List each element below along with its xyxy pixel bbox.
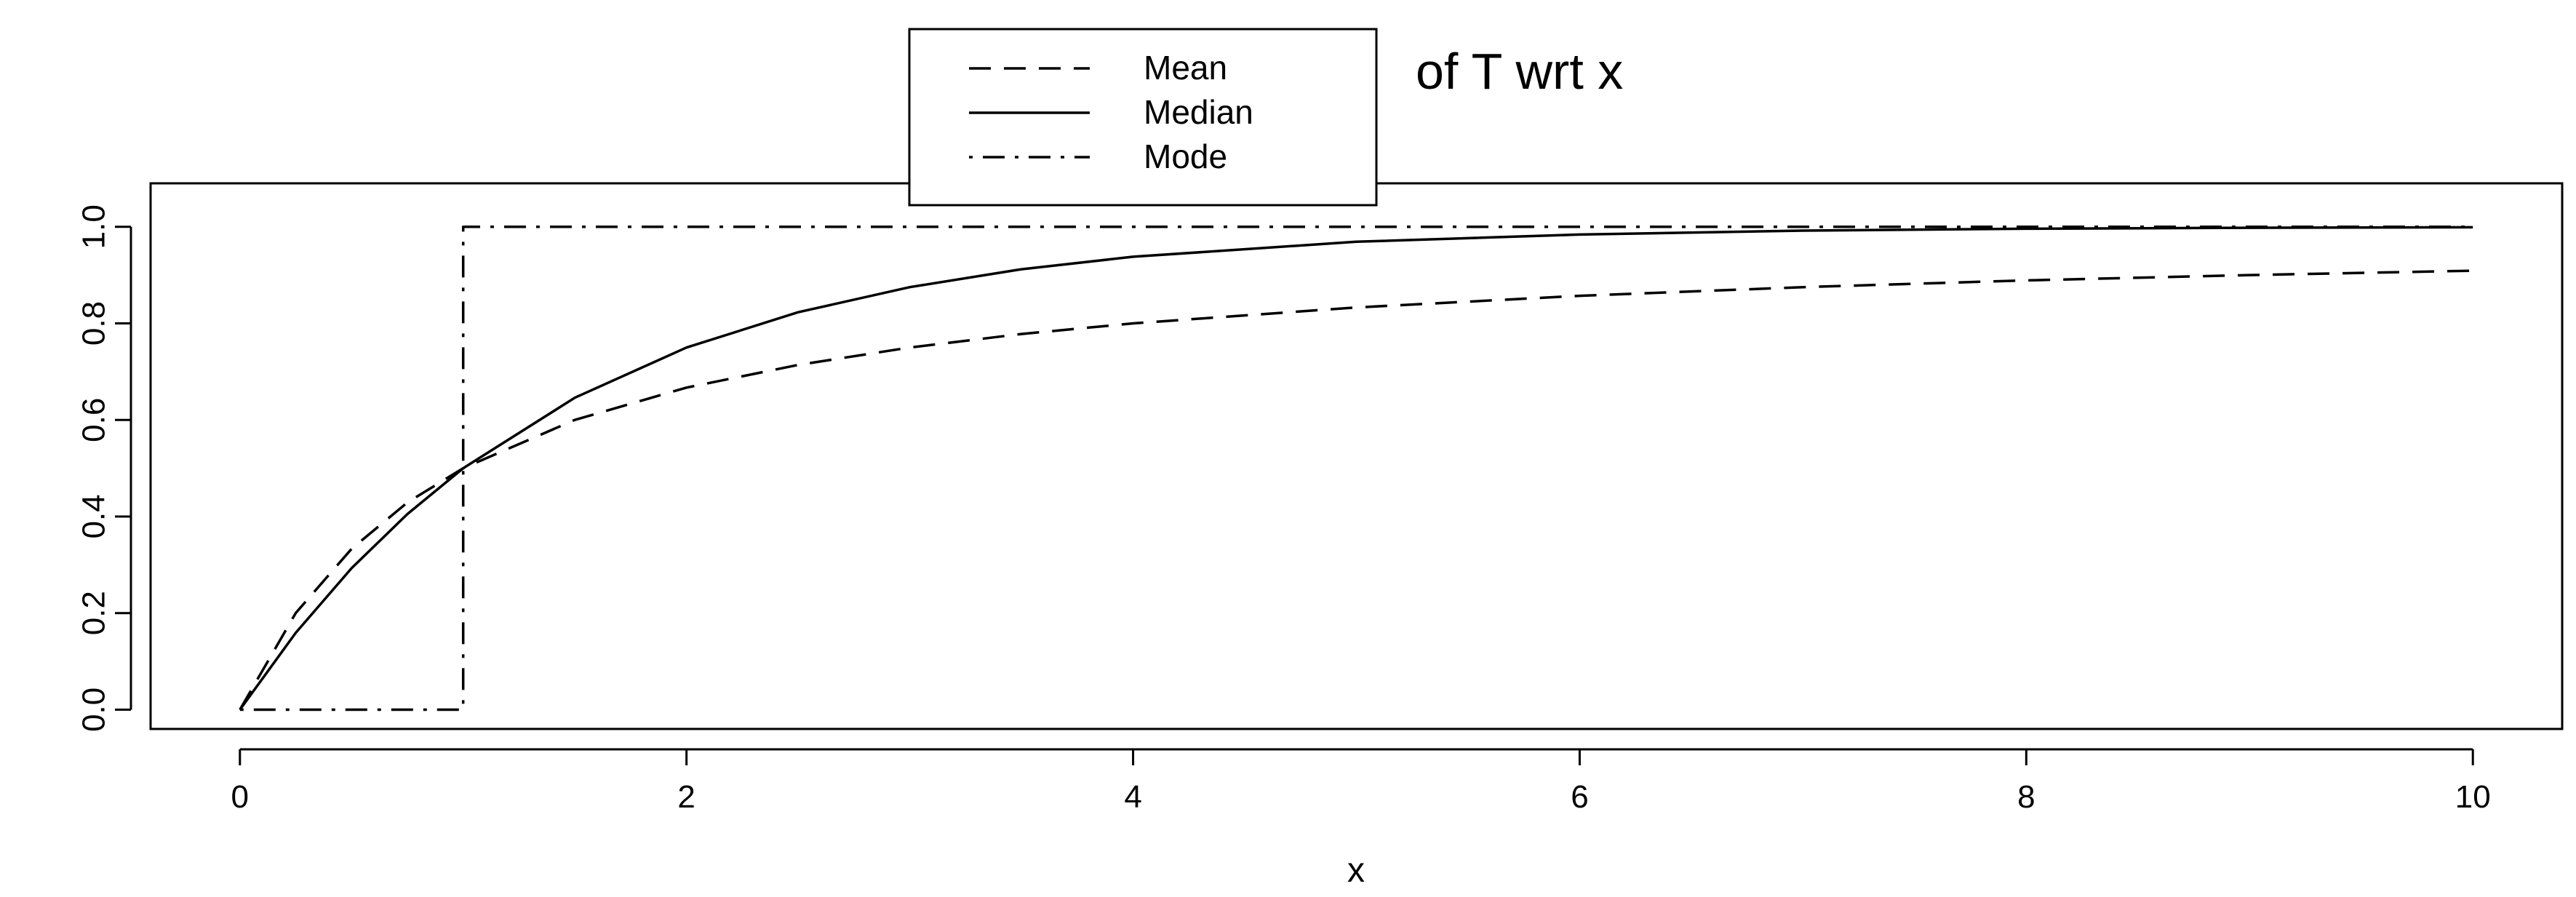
legend-mean-label: Mean — [1144, 49, 1227, 87]
legend-mode-label: Mode — [1144, 137, 1227, 175]
series-median-line — [239, 226, 2473, 711]
y-tick-label: 0.2 — [76, 591, 112, 635]
legend: Mean Median Mode — [908, 28, 1378, 207]
x-tick-label: 8 — [2017, 779, 2035, 815]
x-tick-label: 6 — [1571, 779, 1588, 815]
x-tick-label: 10 — [2455, 779, 2491, 815]
plot-frame — [149, 182, 2564, 730]
series-mean-line — [239, 269, 2473, 711]
legend-median-label: Median — [1144, 93, 1253, 131]
x-tick-label: 2 — [677, 779, 695, 815]
legend-box — [908, 28, 1378, 207]
x-axis: 0 2 4 6 8 10 — [231, 748, 2491, 815]
x-tick-label: 0 — [231, 779, 249, 815]
y-axis: 0.0 0.2 0.4 0.6 0.8 1.0 — [76, 204, 132, 732]
x-axis-label: x — [1347, 851, 1365, 890]
y-tick-label: 0.4 — [76, 494, 112, 538]
legend-entries: Mean Median Mode — [969, 49, 1253, 175]
chart-title: of T wrt x — [1416, 43, 1623, 100]
x-tick-label: 4 — [1124, 779, 1141, 815]
y-tick-label: 1.0 — [76, 204, 112, 249]
series-layer — [239, 225, 2473, 711]
y-tick-label: 0.0 — [76, 687, 112, 732]
y-tick-label: 0.8 — [76, 301, 112, 346]
y-tick-label: 0.6 — [76, 398, 112, 442]
series-mode-line — [239, 225, 2473, 711]
